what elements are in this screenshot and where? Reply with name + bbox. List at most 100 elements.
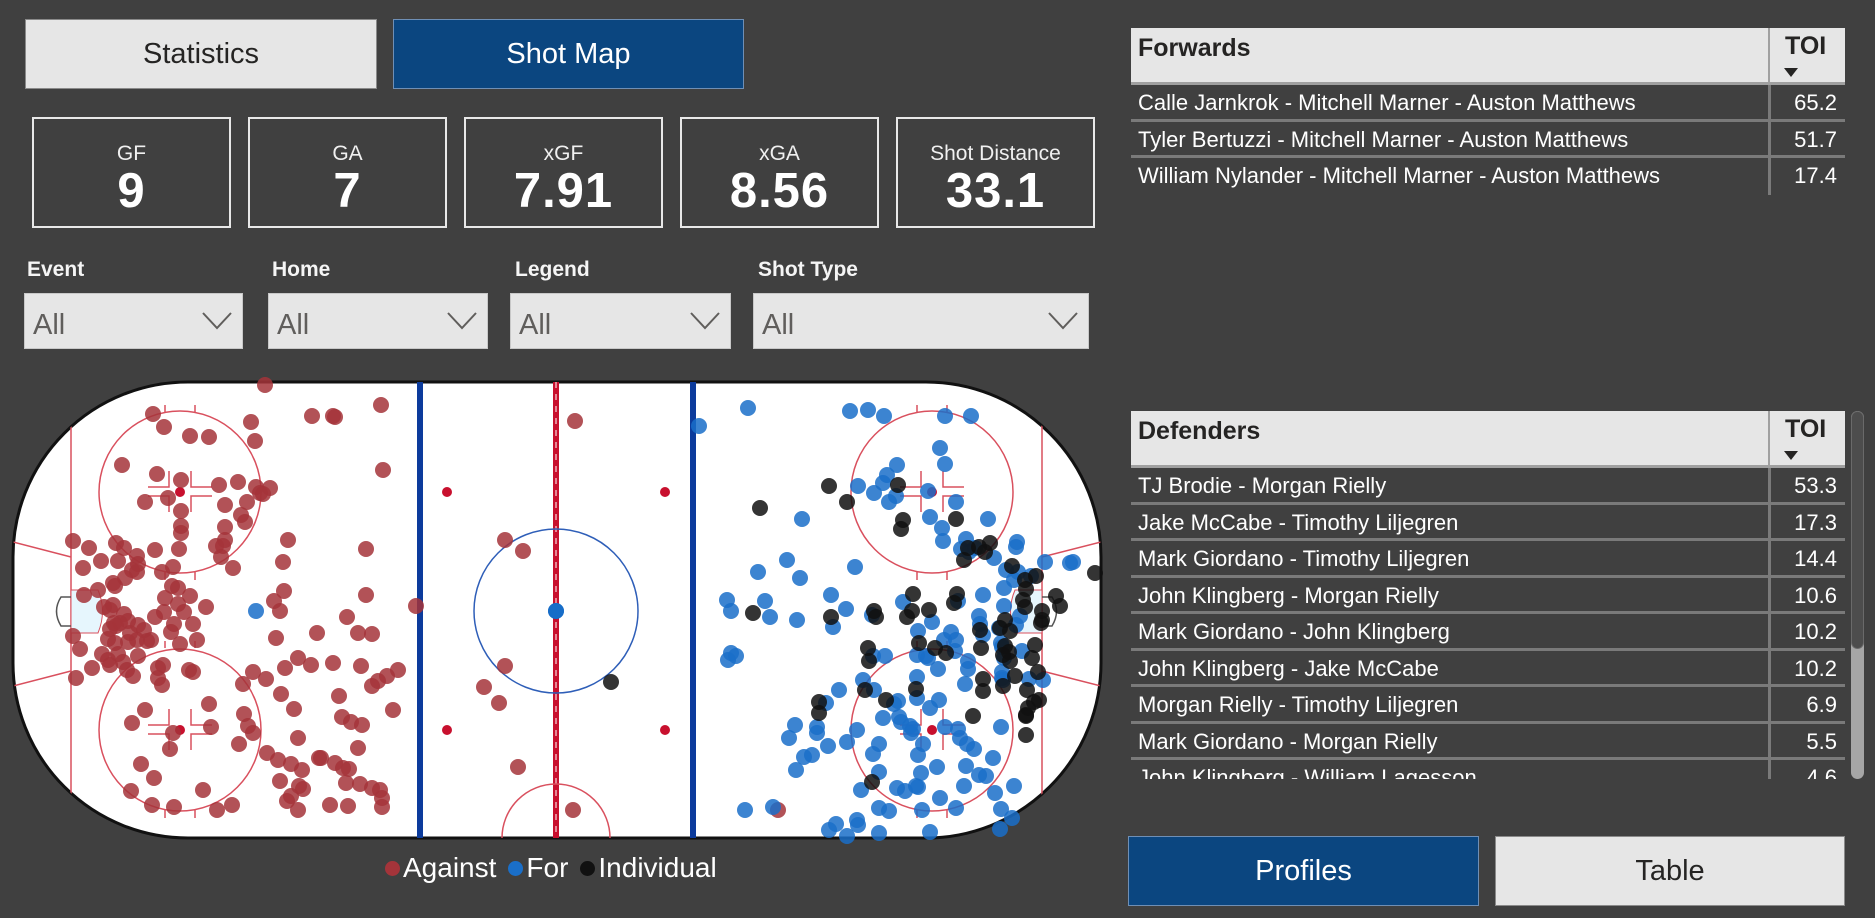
profiles-button[interactable]: Profiles	[1128, 836, 1479, 906]
shot-dot[interactable]	[283, 788, 299, 804]
shot-dot[interactable]	[294, 762, 310, 778]
shot-dot[interactable]	[881, 494, 897, 510]
shot-dot[interactable]	[149, 466, 165, 482]
forwards-column-header[interactable]: Forwards	[1138, 34, 1251, 62]
table-button[interactable]: Table	[1495, 836, 1845, 906]
shot-dot[interactable]	[125, 668, 141, 684]
shot-dot[interactable]	[247, 433, 263, 449]
shot-dot[interactable]	[765, 799, 781, 815]
shot-dot[interactable]	[792, 570, 808, 586]
table-row[interactable]: John Klingberg - Jake McCabe 10.2	[1131, 650, 1845, 687]
shot-dot[interactable]	[740, 400, 756, 416]
shot-dot[interactable]	[515, 543, 531, 559]
shot-dot[interactable]	[905, 721, 921, 737]
shot-dot[interactable]	[971, 767, 987, 783]
shot-dot[interactable]	[290, 650, 306, 666]
shot-dot[interactable]	[910, 747, 926, 763]
shot-dot[interactable]	[982, 535, 998, 551]
shot-dot[interactable]	[325, 408, 341, 424]
shot-dot[interactable]	[224, 797, 240, 813]
legend-item-individual[interactable]: Individual	[580, 852, 717, 884]
shot-dot[interactable]	[266, 593, 282, 609]
shot-dot[interactable]	[201, 429, 217, 445]
shot-dot[interactable]	[133, 756, 149, 772]
shot-dot[interactable]	[176, 604, 192, 620]
shot-dot[interactable]	[924, 614, 940, 630]
shot-dot[interactable]	[975, 587, 991, 603]
shot-dot[interactable]	[102, 602, 118, 618]
shot-dot[interactable]	[842, 403, 858, 419]
shot-dot[interactable]	[239, 494, 255, 510]
shot-dot[interactable]	[173, 503, 189, 519]
table-row[interactable]: Calle Jarnkrok - Mitchell Marner - Austo…	[1131, 85, 1845, 122]
shot-dot[interactable]	[908, 778, 924, 794]
shot-dot[interactable]	[476, 679, 492, 695]
shot-dot[interactable]	[123, 783, 139, 799]
shot-dot[interactable]	[958, 758, 974, 774]
shot-dot[interactable]	[948, 511, 964, 527]
shot-dot[interactable]	[375, 462, 391, 478]
table-row[interactable]: Mark Giordano - John Klingberg 10.2	[1131, 614, 1845, 651]
shot-dot[interactable]	[934, 520, 950, 536]
shot-dot[interactable]	[76, 587, 92, 603]
shot-dot[interactable]	[878, 692, 894, 708]
shot-dot[interactable]	[129, 564, 145, 580]
shot-dot[interactable]	[1004, 558, 1020, 574]
shot-dot[interactable]	[93, 553, 109, 569]
shot-dot[interactable]	[831, 682, 847, 698]
shot-dot[interactable]	[255, 486, 271, 502]
shot-dot[interactable]	[871, 800, 887, 816]
shot-type-filter-dropdown[interactable]: All	[753, 293, 1089, 349]
shot-dot[interactable]	[861, 653, 877, 669]
shot-dot[interactable]	[987, 785, 1003, 801]
shot-dot[interactable]	[147, 609, 163, 625]
shot-dot[interactable]	[390, 662, 406, 678]
shot-dot[interactable]	[745, 605, 761, 621]
table-row[interactable]: John Klingberg - Morgan Rielly 10.6	[1131, 577, 1845, 614]
shot-dot[interactable]	[691, 418, 707, 434]
shot-dot[interactable]	[823, 587, 839, 603]
shot-dot[interactable]	[162, 741, 178, 757]
shot-dot[interactable]	[150, 670, 166, 686]
shot-dot[interactable]	[1062, 555, 1078, 571]
shot-dot[interactable]	[276, 583, 292, 599]
shot-dot[interactable]	[781, 730, 797, 746]
shot-dot[interactable]	[728, 648, 744, 664]
shot-dot[interactable]	[130, 648, 146, 664]
shot-dot[interactable]	[809, 725, 825, 741]
shot-dot[interactable]	[350, 740, 366, 756]
shot-dot[interactable]	[290, 802, 306, 818]
shot-dot[interactable]	[144, 797, 160, 813]
shot-dot[interactable]	[952, 730, 968, 746]
shot-dot[interactable]	[1002, 653, 1018, 669]
shot-dot[interactable]	[908, 681, 924, 697]
shot-dot[interactable]	[235, 676, 251, 692]
legend-filter-dropdown[interactable]: All	[510, 293, 731, 349]
shot-dot[interactable]	[173, 525, 189, 541]
shot-dot[interactable]	[165, 559, 181, 575]
shot-dot[interactable]	[350, 625, 366, 641]
shot-dot[interactable]	[972, 622, 988, 638]
shot-dot[interactable]	[821, 822, 837, 838]
shot-dot[interactable]	[165, 725, 181, 741]
shot-dot[interactable]	[1019, 682, 1035, 698]
shot-dot[interactable]	[358, 541, 374, 557]
shot-dot[interactable]	[116, 540, 132, 556]
shot-dot[interactable]	[208, 538, 224, 554]
shot-dot[interactable]	[787, 717, 803, 733]
shot-dot[interactable]	[189, 632, 205, 648]
shot-dot[interactable]	[850, 478, 866, 494]
shot-dot[interactable]	[996, 580, 1012, 596]
shot-dot[interactable]	[750, 564, 766, 580]
shot-dot[interactable]	[1018, 708, 1034, 724]
shot-dot[interactable]	[268, 630, 284, 646]
shot-dot[interactable]	[385, 702, 401, 718]
shot-dot[interactable]	[277, 660, 293, 676]
shot-dot[interactable]	[788, 762, 804, 778]
shot-dot[interactable]	[257, 377, 273, 393]
shot-dot[interactable]	[1048, 588, 1064, 604]
shot-dot[interactable]	[497, 532, 513, 548]
shot-dot[interactable]	[794, 511, 810, 527]
shot-dot[interactable]	[147, 542, 163, 558]
shot-dot[interactable]	[340, 798, 356, 814]
